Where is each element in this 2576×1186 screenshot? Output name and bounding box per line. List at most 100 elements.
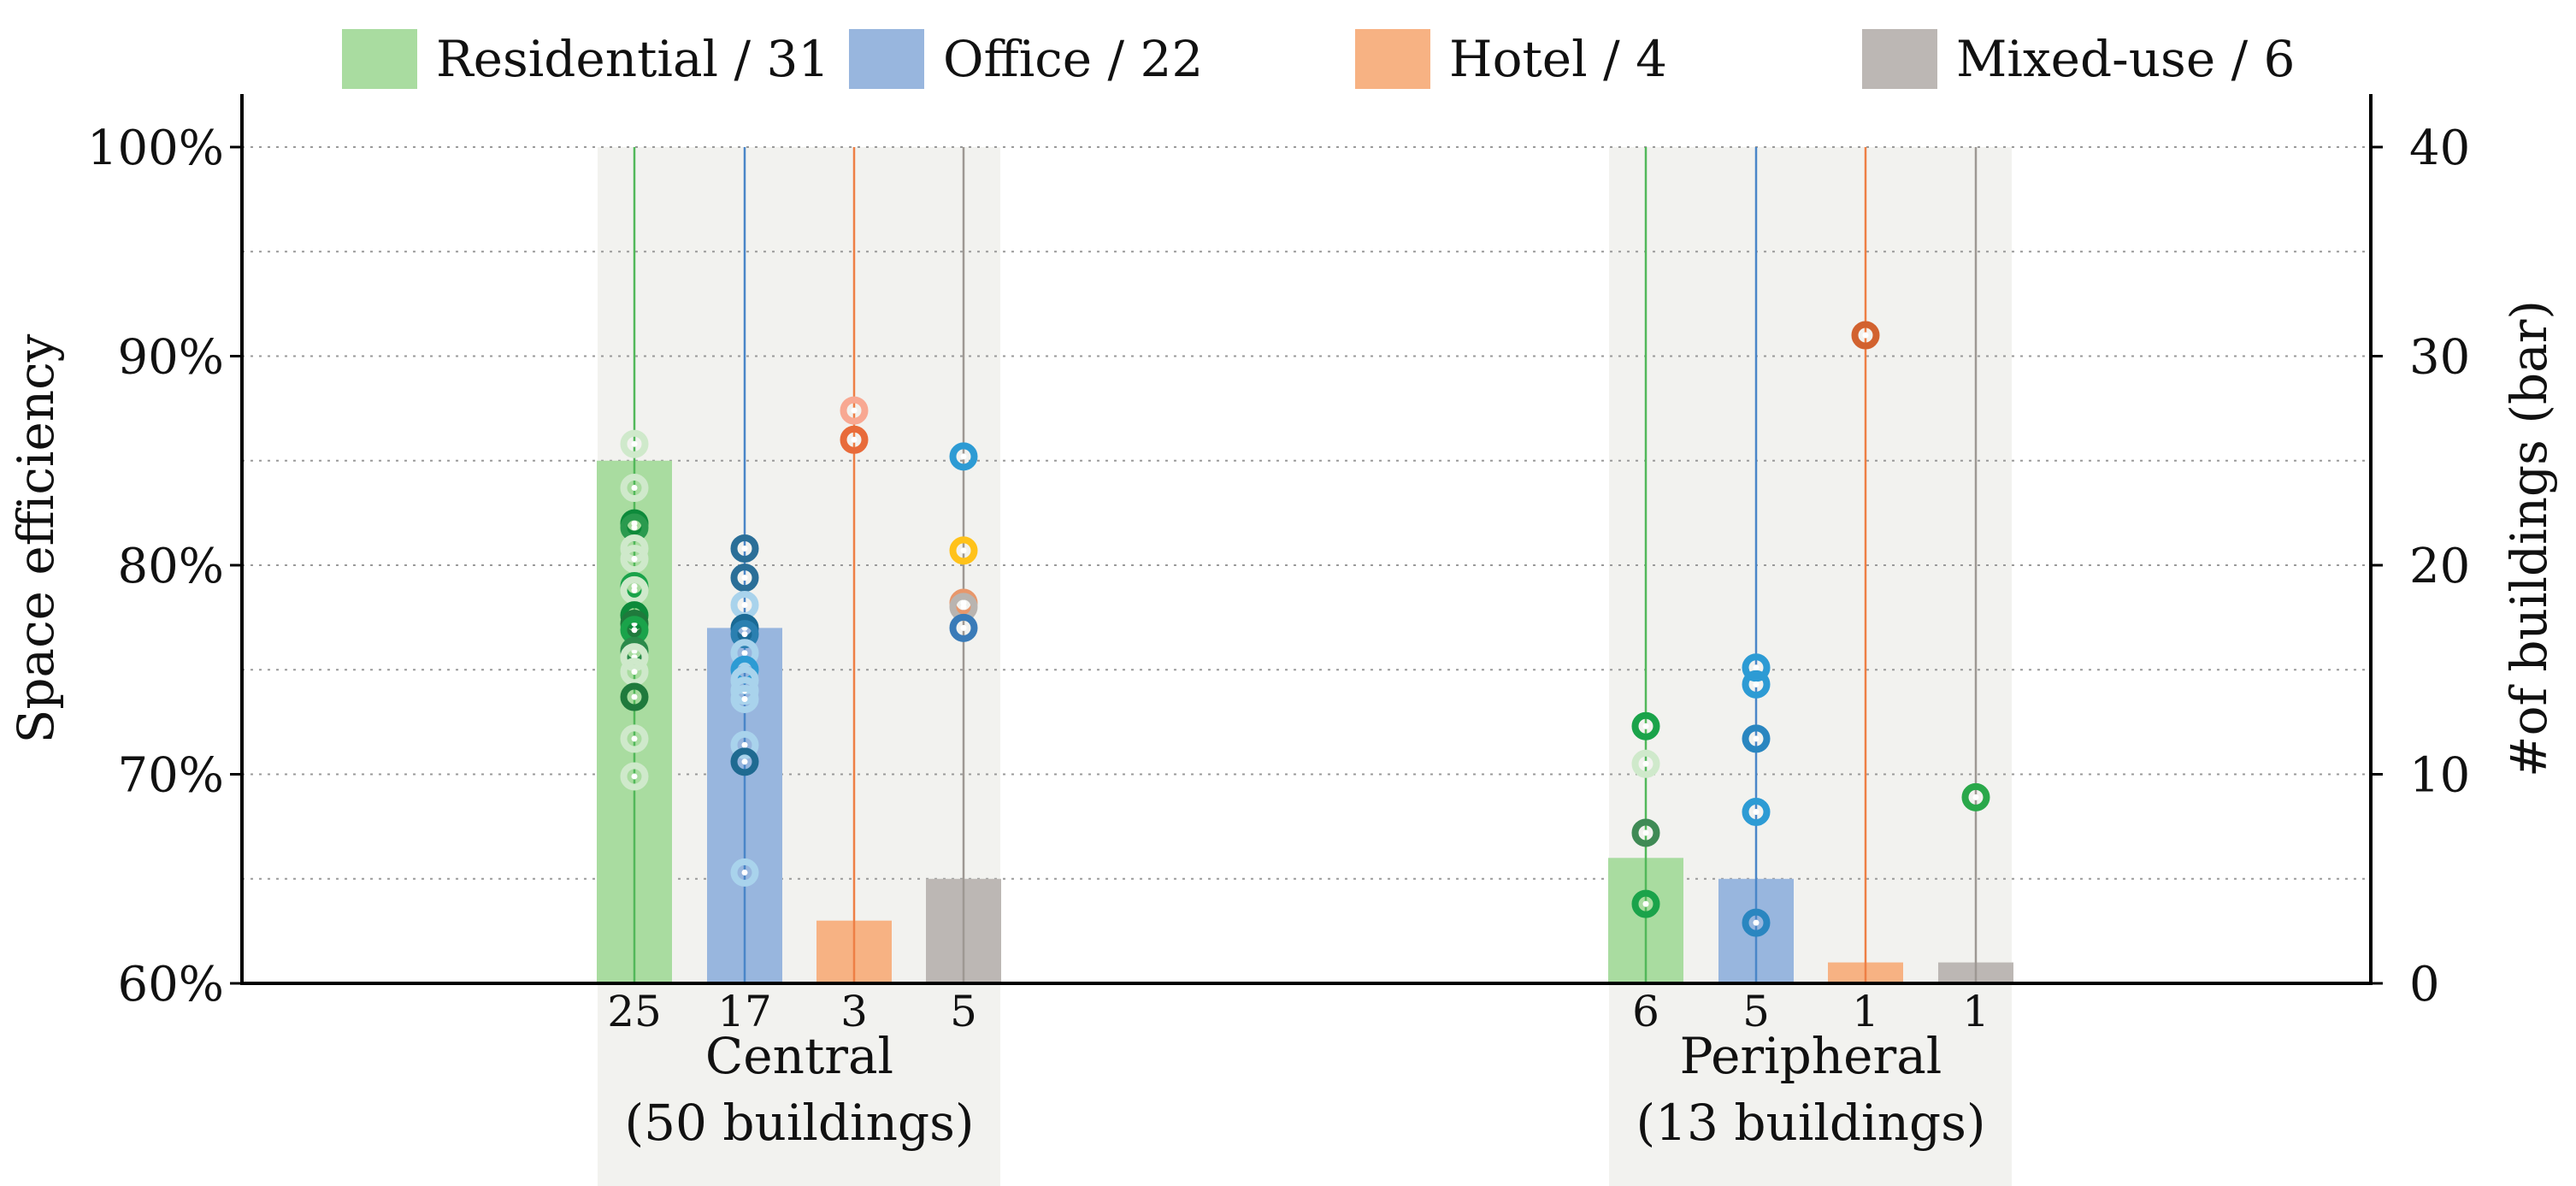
point-office bbox=[730, 684, 759, 713]
point-center-residential bbox=[631, 485, 638, 492]
axes bbox=[240, 94, 2373, 985]
point-center-residential bbox=[1642, 760, 1649, 767]
point-office bbox=[730, 563, 759, 593]
point-residential bbox=[620, 474, 649, 503]
labels: Space efficiency #of buildings (bar) 60%… bbox=[7, 121, 2558, 1152]
point-mixed-use bbox=[949, 536, 978, 565]
point-office bbox=[1742, 724, 1771, 753]
point-mixed-use bbox=[1961, 782, 1990, 811]
point-center-office bbox=[741, 631, 748, 638]
left-tick-label: 60% bbox=[118, 957, 224, 1012]
legend-swatch-office bbox=[849, 29, 924, 89]
point-office bbox=[730, 747, 759, 776]
right-tick-label: 20 bbox=[2409, 539, 2470, 594]
point-center-hotel bbox=[851, 436, 858, 443]
point-residential bbox=[620, 658, 649, 687]
point-center-office bbox=[741, 695, 748, 702]
count-label-office: 17 bbox=[717, 987, 772, 1036]
point-center-residential bbox=[631, 520, 638, 527]
left-tick-label: 70% bbox=[118, 748, 224, 804]
y-axis-right-label: #of buildings (bar) bbox=[2500, 300, 2558, 777]
point-residential bbox=[620, 724, 649, 753]
point-residential bbox=[620, 545, 649, 574]
point-center-residential bbox=[631, 587, 638, 593]
group-sublabel: (50 buildings) bbox=[624, 1094, 974, 1152]
point-residential bbox=[1631, 749, 1660, 778]
count-label-hotel: 1 bbox=[1852, 987, 1879, 1036]
legend-swatch-hotel bbox=[1355, 29, 1430, 89]
left-tick-label: 100% bbox=[87, 121, 224, 176]
left-tick-label: 80% bbox=[118, 539, 224, 594]
point-center-office bbox=[1753, 809, 1760, 816]
point-center-office bbox=[741, 650, 748, 657]
point-center-residential bbox=[631, 524, 638, 531]
group-backgrounds bbox=[598, 147, 2012, 1186]
point-center-office bbox=[741, 741, 748, 748]
point-hotel bbox=[1851, 321, 1880, 350]
points bbox=[620, 321, 1990, 937]
group-sublabel: (13 buildings) bbox=[1636, 1094, 1985, 1152]
legend-label-mixed-use: Mixed-use / 6 bbox=[1956, 30, 2296, 88]
point-center-residential bbox=[631, 669, 638, 676]
point-center-office bbox=[741, 601, 748, 608]
point-center-residential bbox=[631, 773, 638, 780]
point-residential bbox=[620, 643, 649, 672]
point-center-mixed-use bbox=[1972, 794, 1979, 800]
point-center-hotel bbox=[851, 407, 858, 414]
point-residential bbox=[620, 429, 649, 458]
point-residential bbox=[620, 682, 649, 711]
right-tick-label: 40 bbox=[2409, 121, 2470, 176]
left-tick-label: 90% bbox=[118, 330, 224, 386]
point-center-residential bbox=[1642, 723, 1649, 729]
count-label-mixed-use: 5 bbox=[950, 987, 977, 1036]
legend-hotel: Hotel / 4 bbox=[1355, 24, 1667, 94]
legend-label-residential: Residential / 31 bbox=[436, 30, 830, 88]
group-label: Peripheral bbox=[1680, 1027, 1942, 1085]
count-label-mixed-use: 1 bbox=[1962, 987, 1989, 1036]
point-center-residential bbox=[631, 693, 638, 700]
point-center-residential bbox=[631, 582, 638, 589]
point-residential bbox=[1631, 889, 1660, 918]
right-tick-label: 0 bbox=[2409, 957, 2440, 1012]
point-office bbox=[1742, 798, 1771, 827]
legend-office: Office / 22 bbox=[849, 24, 1203, 94]
point-center-residential bbox=[1642, 900, 1649, 907]
count-label-residential: 25 bbox=[607, 987, 662, 1036]
point-center-office bbox=[741, 575, 748, 581]
legend-residential: Residential / 31 bbox=[342, 24, 829, 94]
point-hotel bbox=[840, 425, 869, 454]
count-label-residential: 6 bbox=[1632, 987, 1659, 1036]
point-residential bbox=[1631, 818, 1660, 847]
point-center-office bbox=[741, 545, 748, 552]
legend-swatch-residential bbox=[342, 29, 417, 89]
point-center-office bbox=[1753, 681, 1760, 687]
point-office bbox=[730, 534, 759, 563]
legend-label-office: Office / 22 bbox=[943, 30, 1204, 88]
count-label-office: 5 bbox=[1742, 987, 1770, 1036]
point-office bbox=[730, 858, 759, 887]
point-mixed-use bbox=[949, 613, 978, 642]
point-center-office bbox=[1753, 919, 1760, 926]
group-label: Central bbox=[705, 1027, 893, 1085]
point-office bbox=[730, 730, 759, 759]
group-background-1 bbox=[1609, 147, 2012, 1186]
point-center-hotel bbox=[1862, 332, 1869, 339]
point-center-mixed-use bbox=[960, 624, 967, 631]
point-center-residential bbox=[631, 556, 638, 563]
y-axis-left-label: Space efficiency bbox=[7, 333, 65, 743]
legend-swatch-mixed-use bbox=[1862, 29, 1937, 89]
point-center-mixed-use bbox=[960, 599, 967, 606]
point-center-office bbox=[741, 758, 748, 765]
point-center-mixed-use bbox=[960, 547, 967, 554]
point-residential bbox=[1631, 711, 1660, 741]
point-mixed-use bbox=[949, 442, 978, 471]
point-center-mixed-use bbox=[960, 453, 967, 460]
legend-label-hotel: Hotel / 4 bbox=[1449, 30, 1667, 88]
point-office bbox=[1742, 670, 1771, 699]
point-center-office bbox=[741, 869, 748, 876]
gridlines bbox=[242, 146, 2371, 880]
point-residential bbox=[620, 762, 649, 791]
point-residential bbox=[620, 575, 649, 605]
point-office bbox=[1742, 908, 1771, 937]
